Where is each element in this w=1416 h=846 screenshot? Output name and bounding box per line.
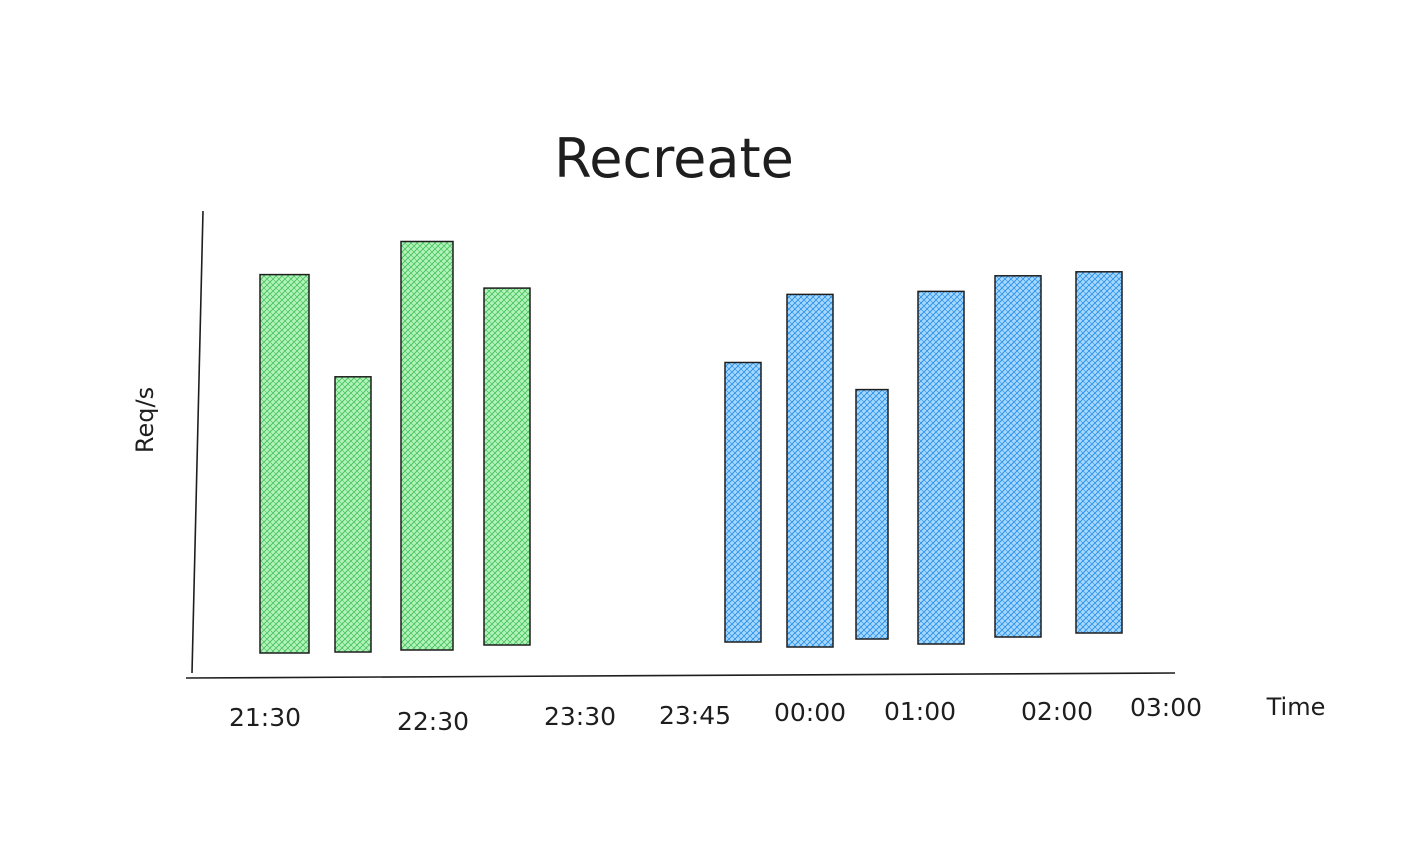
- x-tick-label: 01:00: [884, 697, 956, 726]
- bars-group: [259, 240, 1123, 654]
- chart-title: Recreate: [554, 127, 794, 190]
- bar: [994, 275, 1042, 638]
- y-axis-line: [191, 210, 204, 674]
- x-tick-label: 22:30: [397, 707, 469, 736]
- x-tick-label: 23:30: [544, 702, 616, 731]
- bar: [483, 287, 531, 646]
- bar: [259, 273, 310, 654]
- x-tick-label: 02:00: [1021, 697, 1093, 726]
- bar: [1075, 271, 1123, 634]
- bar: [724, 361, 762, 643]
- bar: [786, 293, 834, 648]
- x-tick-label: 23:45: [659, 701, 731, 730]
- bar: [855, 388, 889, 640]
- x-tick-label: 21:30: [229, 703, 301, 732]
- x-tick-label: 03:00: [1130, 693, 1202, 722]
- x-axis-line: [185, 672, 1176, 679]
- bar: [334, 376, 372, 653]
- x-axis-label: Time: [1266, 693, 1326, 721]
- y-axis-label: Req/s: [131, 387, 159, 453]
- x-tick-label: 00:00: [774, 698, 846, 727]
- bar: [400, 240, 454, 651]
- bar: [917, 290, 965, 645]
